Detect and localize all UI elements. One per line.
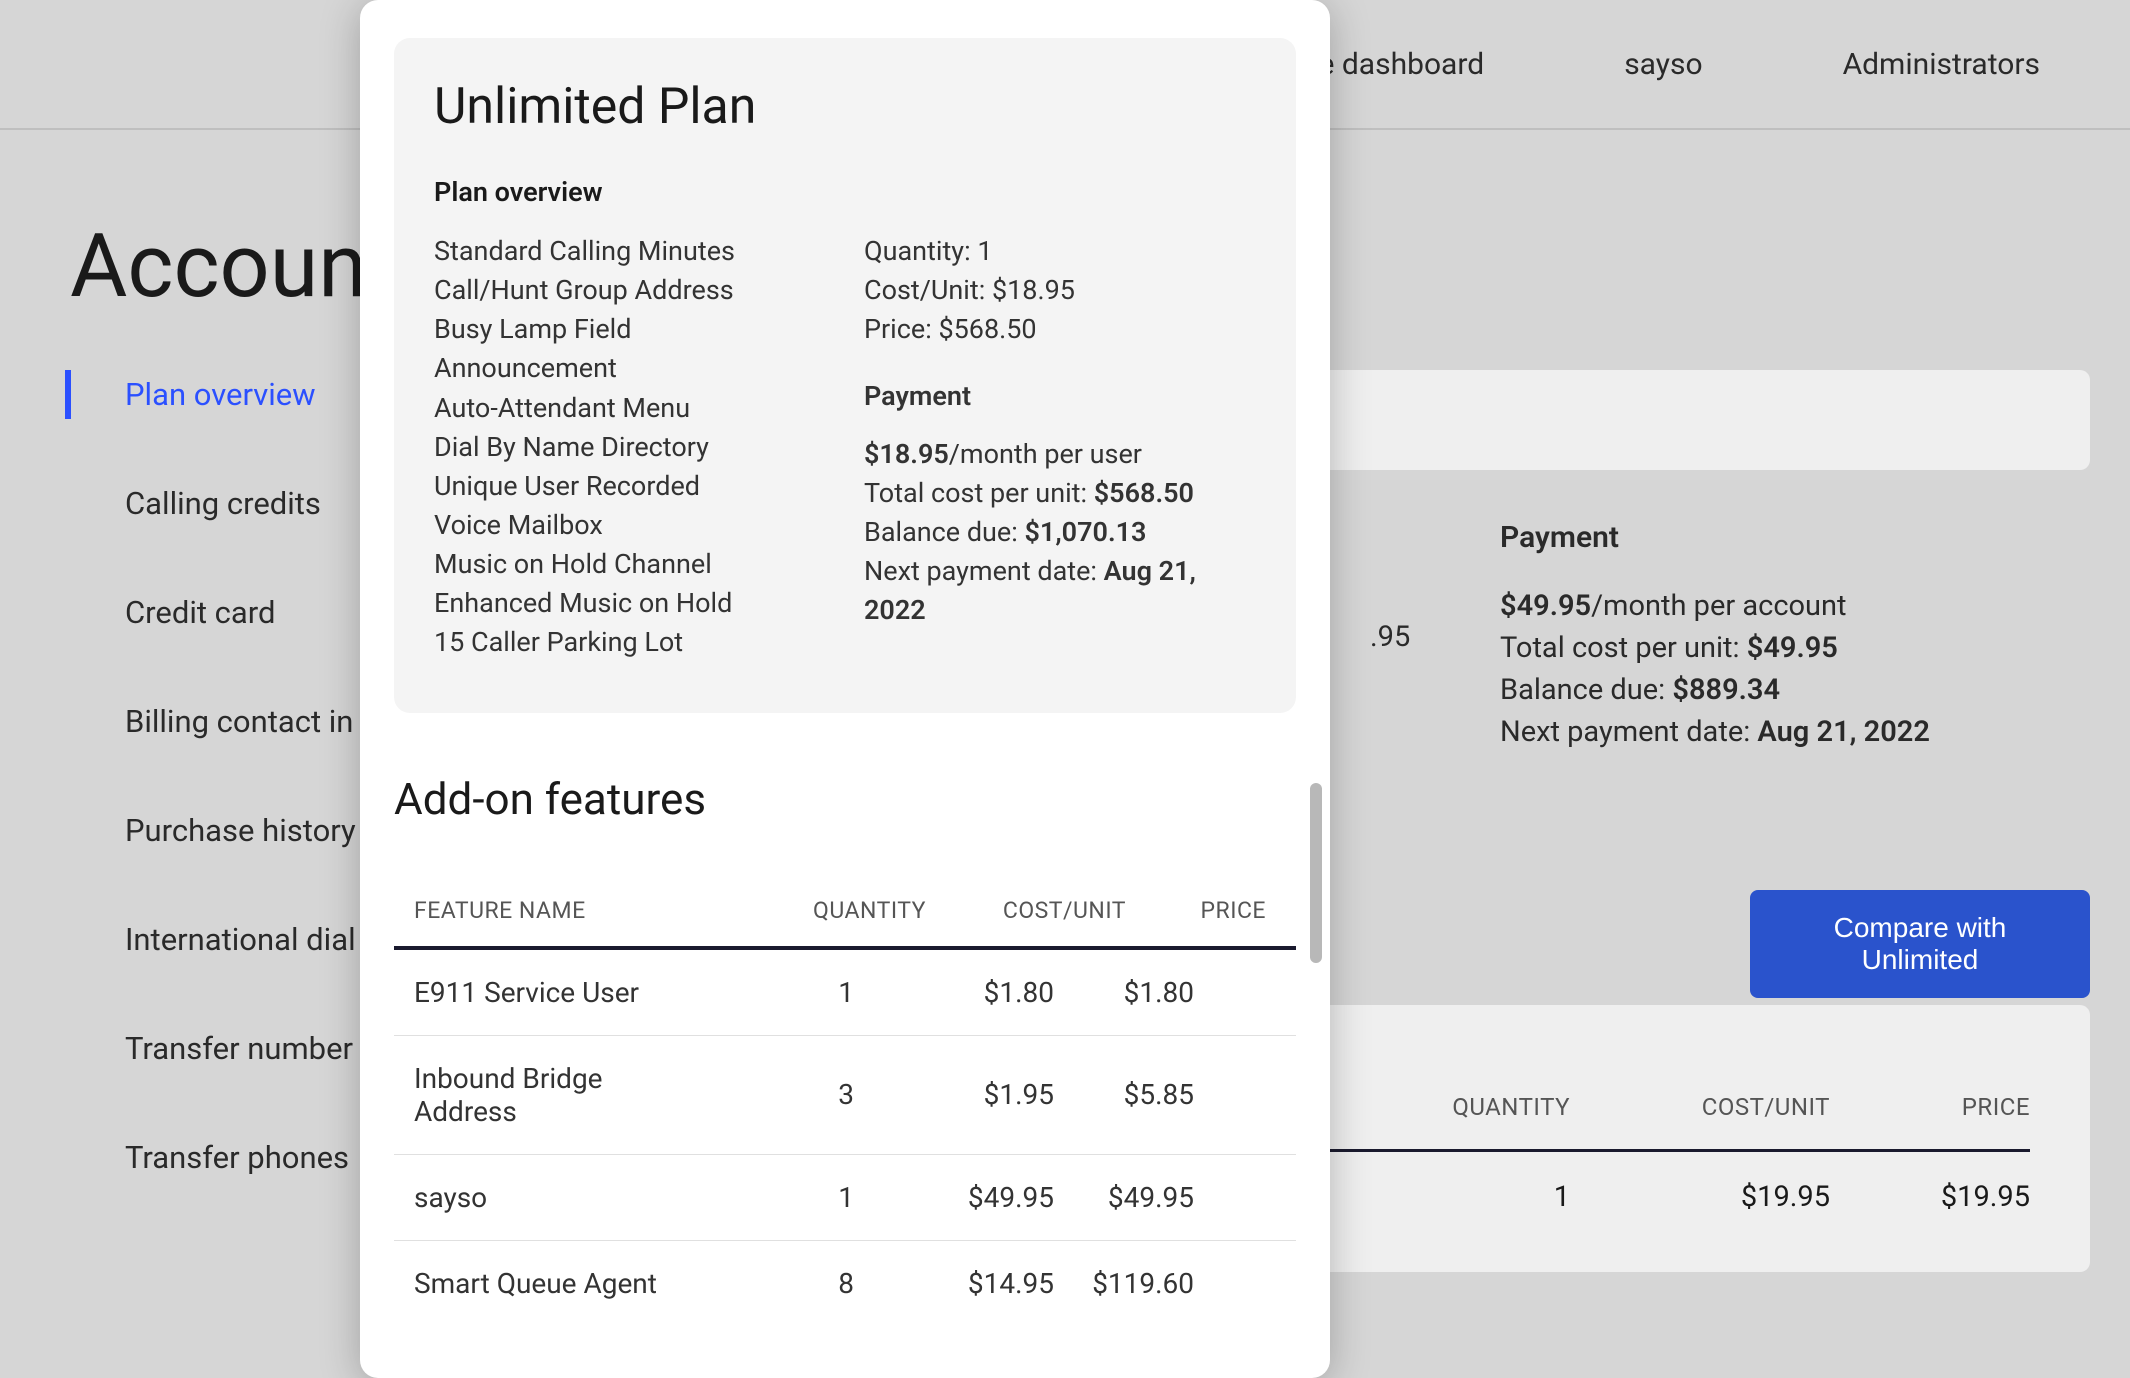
payment-summary: Payment $49.95/month per account Total c… — [1500, 520, 1930, 757]
payment-balance-value: $889.34 — [1672, 673, 1780, 707]
bg-addon-col-price: PRICE — [1830, 1093, 2030, 1121]
addon-qty: 1 — [674, 976, 854, 1009]
addon-qty: 8 — [674, 1267, 854, 1300]
addon-price: $119.60 — [1054, 1267, 1224, 1300]
plan-feature: Dial By Name Directory — [434, 428, 854, 467]
addon-col-price: PRICE — [1126, 897, 1296, 924]
plan-stats-payment: Quantity: 1 Cost/Unit: $18.95 Price: $56… — [864, 232, 1256, 663]
unlimited-plan-modal: Unlimited Plan Plan overview Standard Ca… — [360, 0, 1330, 1378]
addon-col-cost: COST/UNIT — [926, 897, 1126, 924]
addon-name: E911 Service User — [394, 976, 674, 1009]
plan-price-label: Price: — [864, 313, 938, 345]
addon-cost: $1.80 — [854, 976, 1054, 1009]
addon-heading: Add-on features — [394, 773, 1296, 825]
addon-name: sayso — [394, 1181, 674, 1214]
plan-feature: 15 Caller Parking Lot — [434, 623, 854, 662]
addon-table: FEATURE NAME QUANTITY COST/UNIT PRICE E9… — [394, 875, 1296, 1326]
bg-addon-col-quantity: QUANTITY — [1310, 1093, 1570, 1121]
modal-title: Unlimited Plan — [434, 78, 1256, 136]
payment-rate-unit: /month per account — [1591, 589, 1846, 623]
addon-row: sayso 1 $49.95 $49.95 — [394, 1155, 1296, 1241]
modal-balance-label: Balance due: — [864, 516, 1024, 548]
modal-rate-unit: /month per user — [949, 438, 1142, 470]
payment-total-label: Total cost per unit: — [1500, 631, 1747, 665]
addon-col-name: FEATURE NAME — [394, 897, 746, 924]
addon-table-header: FEATURE NAME QUANTITY COST/UNIT PRICE — [394, 875, 1296, 950]
addon-col-quantity: QUANTITY — [746, 897, 926, 924]
scrollbar-thumb[interactable] — [1310, 783, 1322, 963]
plan-feature: Music on Hold Channel — [434, 545, 854, 584]
plan-feature: Enhanced Music on Hold — [434, 584, 854, 623]
addon-features-section: Add-on features FEATURE NAME QUANTITY CO… — [394, 773, 1296, 1326]
payment-rate: $49.95 — [1500, 589, 1591, 623]
addon-price: $49.95 — [1054, 1181, 1224, 1214]
modal-total-label: Total cost per unit: — [864, 477, 1094, 509]
addon-qty: 3 — [674, 1078, 854, 1111]
plan-cost-label: Cost/Unit: — [864, 274, 992, 306]
page-title: Account — [70, 215, 396, 318]
plan-qty-value: 1 — [977, 235, 992, 267]
nav-item-sayso[interactable]: sayso — [1624, 47, 1702, 82]
plan-cost-value: $18.95 — [992, 274, 1075, 306]
addon-cost: $1.95 — [854, 1078, 1054, 1111]
payment-total-value: $49.95 — [1747, 631, 1838, 665]
addon-price: $1.80 — [1054, 976, 1224, 1009]
plan-feature: Unique User Recorded — [434, 467, 854, 506]
plan-features-list: Standard Calling Minutes Call/Hunt Group… — [434, 232, 854, 663]
compare-with-unlimited-button[interactable]: Compare with Unlimited — [1750, 890, 2090, 998]
payment-next-label: Next payment date: — [1500, 715, 1757, 749]
plan-overview-card: Unlimited Plan Plan overview Standard Ca… — [394, 38, 1296, 713]
addon-cost: $49.95 — [854, 1181, 1054, 1214]
plan-feature: Announcement — [434, 349, 854, 388]
bg-addon-price: $19.95 — [1830, 1180, 2030, 1214]
plan-price-fragment: .95 — [1370, 620, 1410, 654]
addon-name: Smart Queue Agent — [394, 1267, 674, 1300]
bg-addon-cost: $19.95 — [1570, 1180, 1830, 1214]
addon-qty: 1 — [674, 1181, 854, 1214]
plan-overview-label: Plan overview — [434, 176, 1256, 208]
plan-feature: Voice Mailbox — [434, 506, 854, 545]
nav-item-administrators[interactable]: Administrators — [1843, 47, 2040, 82]
bg-addon-qty: 1 — [1310, 1180, 1570, 1214]
addon-name: Inbound Bridge Address — [394, 1062, 674, 1128]
addon-row: E911 Service User 1 $1.80 $1.80 — [394, 950, 1296, 1036]
plan-feature: Standard Calling Minutes — [434, 232, 854, 271]
plan-price-value: $568.50 — [938, 313, 1036, 345]
bg-addon-col-cost: COST/UNIT — [1570, 1093, 1830, 1121]
addon-row: Inbound Bridge Address 3 $1.95 $5.85 — [394, 1036, 1296, 1155]
modal-total-value: $568.50 — [1094, 477, 1194, 509]
payment-balance-label: Balance due: — [1500, 673, 1672, 707]
plan-feature: Call/Hunt Group Address — [434, 271, 854, 310]
plan-feature: Auto-Attendant Menu — [434, 389, 854, 428]
modal-payment-heading: Payment — [864, 377, 1256, 416]
plan-qty-label: Quantity: — [864, 235, 977, 267]
addon-price: $5.85 — [1054, 1078, 1224, 1111]
payment-heading: Payment — [1500, 520, 1930, 555]
plan-feature: Busy Lamp Field — [434, 310, 854, 349]
payment-next-value: Aug 21, 2022 — [1757, 715, 1930, 749]
addon-row: Smart Queue Agent 8 $14.95 $119.60 — [394, 1241, 1296, 1326]
modal-rate-price: $18.95 — [864, 438, 949, 470]
modal-balance-value: $1,070.13 — [1024, 516, 1146, 548]
modal-next-label: Next payment date: — [864, 555, 1104, 587]
addon-cost: $14.95 — [854, 1267, 1054, 1300]
